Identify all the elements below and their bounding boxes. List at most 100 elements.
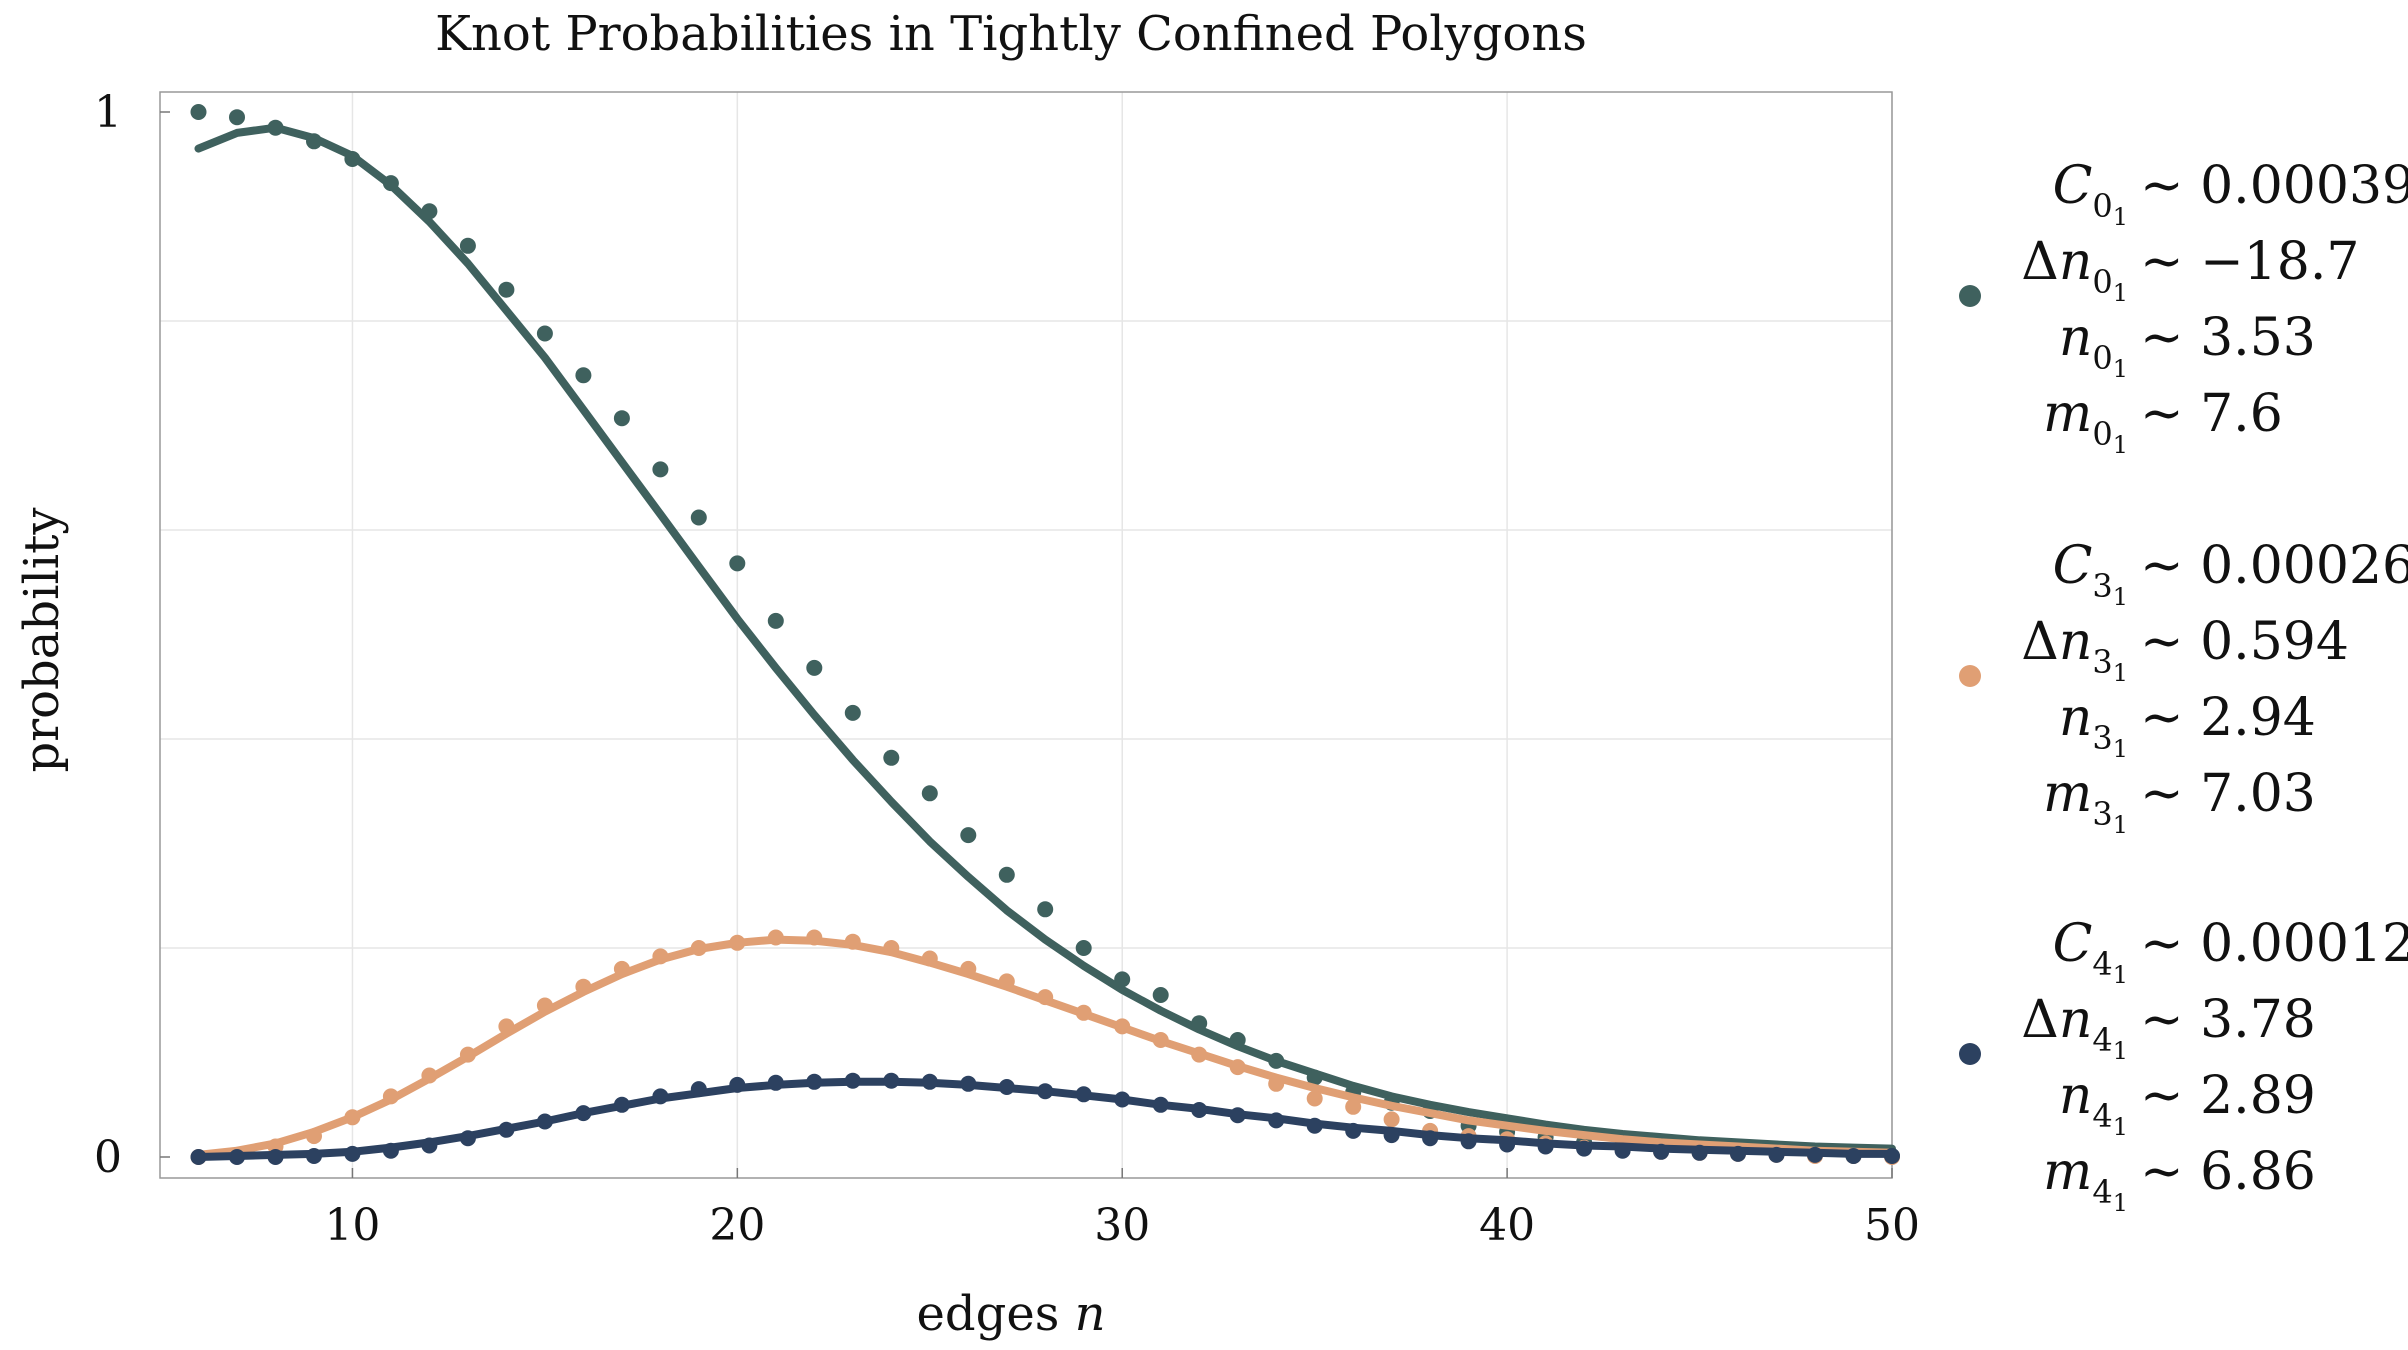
x-tick-label: 20 xyxy=(709,1200,765,1251)
data-point-0_1 xyxy=(883,749,900,766)
data-point-0_1 xyxy=(190,104,207,120)
data-point-4_1 xyxy=(1229,1107,1246,1124)
data-point-4_1 xyxy=(1191,1102,1208,1118)
data-point-3_1 xyxy=(652,948,669,965)
legend-marker-0_1 xyxy=(1959,285,1981,307)
data-point-0_1 xyxy=(1114,971,1131,988)
data-point-4_1 xyxy=(1499,1136,1516,1153)
data-point-4_1 xyxy=(536,1113,553,1130)
legend-param-label: Δn01 xyxy=(2021,232,2128,307)
data-point-3_1 xyxy=(459,1046,476,1063)
fit-curve-0_1 xyxy=(194,123,1896,1153)
data-point-0_1 xyxy=(921,785,938,802)
legend-param-label: n31 xyxy=(2059,688,2128,763)
axis-ticks: 10 20 30 40 50 0 1 xyxy=(94,87,1920,1251)
chart-title: Knot Probabilities in Tightly Confined P… xyxy=(435,6,1587,62)
data-point-4_1 xyxy=(1422,1130,1439,1147)
data-point-3_1 xyxy=(1229,1059,1246,1076)
data-point-0_1 xyxy=(1268,1052,1285,1069)
data-point-3_1 xyxy=(960,960,977,977)
legend-param-value: ~ 0.000264 xyxy=(2140,536,2408,596)
data-point-4_1 xyxy=(1345,1122,1362,1139)
data-point-3_1 xyxy=(1152,1032,1169,1048)
data-point-3_1 xyxy=(1075,1004,1092,1021)
data-point-0_1 xyxy=(1152,987,1169,1003)
data-point-0_1 xyxy=(382,175,399,192)
data-point-4_1 xyxy=(1768,1146,1785,1163)
legend-param-value: ~ 7.6 xyxy=(2140,384,2283,444)
data-point-4_1 xyxy=(1730,1145,1746,1162)
x-axis-label: edges n xyxy=(916,1286,1105,1342)
data-point-4_1 xyxy=(421,1137,438,1154)
data-point-3_1 xyxy=(806,929,823,946)
data-point-0_1 xyxy=(1075,940,1092,956)
data-point-4_1 xyxy=(1114,1091,1131,1108)
legend-param-label: m31 xyxy=(2043,764,2128,839)
data-point-3_1 xyxy=(1383,1111,1400,1128)
data-point-0_1 xyxy=(229,109,245,126)
data-point-0_1 xyxy=(575,367,592,384)
data-point-4_1 xyxy=(1075,1086,1092,1103)
legend-marker-3_1 xyxy=(1959,665,1981,687)
data-point-3_1 xyxy=(382,1088,399,1105)
data-point-0_1 xyxy=(421,203,438,220)
data-point-3_1 xyxy=(1345,1098,1362,1115)
data-point-4_1 xyxy=(1884,1148,1900,1164)
data-point-4_1 xyxy=(382,1142,399,1159)
data-point-4_1 xyxy=(960,1075,977,1092)
legend-param-label: n41 xyxy=(2059,1066,2128,1141)
data-point-4_1 xyxy=(1807,1146,1823,1163)
data-point-0_1 xyxy=(1229,1032,1246,1048)
data-point-4_1 xyxy=(729,1076,746,1093)
data-point-3_1 xyxy=(921,950,938,967)
data-point-4_1 xyxy=(1268,1112,1285,1129)
data-point-4_1 xyxy=(806,1073,823,1090)
data-point-3_1 xyxy=(883,940,900,956)
data-point-3_1 xyxy=(1191,1046,1208,1063)
data-point-4_1 xyxy=(1845,1148,1862,1164)
x-tick-label: 40 xyxy=(1479,1200,1535,1251)
legend-param-value: ~ 7.03 xyxy=(2140,764,2316,824)
data-point-4_1 xyxy=(229,1149,245,1165)
legend-param-label: Δn31 xyxy=(2021,612,2128,687)
x-tick-label: 50 xyxy=(1864,1200,1920,1251)
data-point-4_1 xyxy=(652,1088,669,1105)
data-point-3_1 xyxy=(536,997,553,1014)
legend-param-label: C31 xyxy=(2053,536,2128,611)
data-point-4_1 xyxy=(267,1149,284,1165)
legend-param-value: ~ 3.53 xyxy=(2140,308,2316,368)
series-3_1 xyxy=(190,929,1900,1165)
data-point-3_1 xyxy=(306,1128,322,1145)
data-point-3_1 xyxy=(844,933,861,950)
data-point-4_1 xyxy=(498,1121,515,1138)
data-point-4_1 xyxy=(998,1079,1015,1095)
data-point-0_1 xyxy=(729,555,746,572)
legend-param-label: C41 xyxy=(2053,914,2128,989)
legend-param-value: ~ 2.94 xyxy=(2140,688,2316,748)
data-point-0_1 xyxy=(844,704,861,721)
series-4_1 xyxy=(190,1072,1900,1165)
legend-param-value: ~ 0.594 xyxy=(2140,612,2349,672)
data-point-0_1 xyxy=(1037,901,1054,918)
data-point-3_1 xyxy=(1268,1075,1285,1092)
plot-frame xyxy=(159,91,1893,1179)
data-point-4_1 xyxy=(767,1074,784,1091)
data-point-0_1 xyxy=(306,133,322,150)
series-layer xyxy=(190,104,1900,1165)
data-point-0_1 xyxy=(690,509,707,526)
data-point-3_1 xyxy=(1306,1090,1323,1107)
data-point-4_1 xyxy=(690,1081,707,1098)
data-point-4_1 xyxy=(1306,1117,1323,1134)
data-point-4_1 xyxy=(1460,1133,1477,1150)
y-tick-label: 1 xyxy=(94,87,122,138)
fit-curve-3_1 xyxy=(194,935,1896,1159)
data-point-4_1 xyxy=(1653,1143,1670,1160)
data-point-4_1 xyxy=(1037,1083,1054,1100)
data-point-3_1 xyxy=(498,1018,515,1035)
data-point-3_1 xyxy=(998,973,1015,990)
data-point-4_1 xyxy=(1691,1144,1708,1161)
